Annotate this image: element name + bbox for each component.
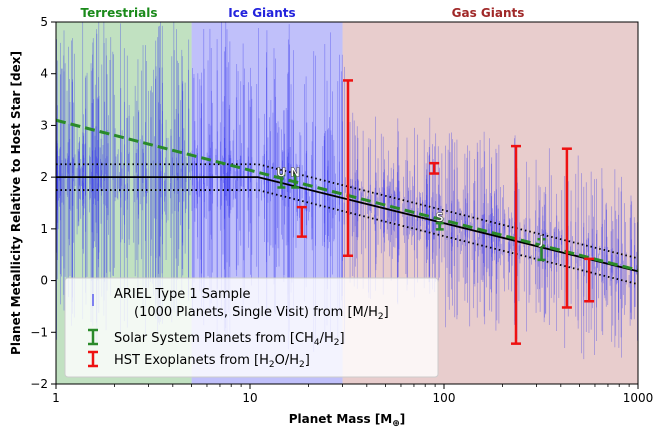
y-axis-label: Planet Metallicity Relative to Host Star… (9, 51, 23, 355)
legend-ariel-line1: ARIEL Type 1 Sample (114, 287, 251, 302)
legend-solar-mid: /H (320, 331, 334, 346)
solar-point-j-label: J (538, 234, 543, 248)
x-axis-label-unit: ⊕ (392, 419, 400, 429)
legend-hst-sub1: 2 (269, 360, 275, 370)
y-tick-label: −1 (30, 325, 48, 339)
x-axis-ticks: 1 10 100 1000 (52, 384, 653, 405)
legend-solar-close: ] (339, 331, 344, 346)
x-tick-label: 1000 (623, 391, 654, 405)
y-tick-label: 0 (40, 274, 48, 288)
y-axis-ticks: −2 −1 0 1 2 3 4 5 (30, 15, 56, 391)
legend-hst-mid: O/H (275, 353, 299, 368)
legend-ariel-close: ] (384, 305, 389, 320)
legend-solar-sub2: 2 (334, 338, 340, 348)
legend-solar-sub1: 4 (314, 338, 320, 348)
solar-point-n-label: N (290, 165, 300, 179)
legend: ARIEL Type 1 Sample (1000 Planets, Singl… (64, 277, 439, 378)
y-tick-label: 2 (40, 170, 48, 184)
x-tick-label: 10 (242, 391, 257, 405)
solar-system-points: U N S J (276, 165, 546, 262)
mass-regions (56, 22, 638, 384)
legend-marker-hst (88, 350, 98, 368)
legend-box (64, 277, 439, 378)
x-axis-label-close: ] (400, 412, 405, 426)
region-label-gas-giants: Gas Giants (452, 6, 525, 20)
x-axis-label: Planet Mass [M⊕] (289, 412, 406, 429)
solar-point-s-label: S (435, 210, 444, 224)
x-tick-label: 100 (433, 391, 456, 405)
plot-frame (55, 21, 639, 385)
legend-hst: HST Exoplanets from [H2O/H2] (114, 353, 310, 370)
legend-hst-text: HST Exoplanets from [H (114, 353, 269, 368)
solar-point-u-label: U (276, 165, 286, 179)
legend-solar: Solar System Planets from [CH4/H2] (114, 331, 345, 348)
ariel-sample-errorbars (55, 22, 638, 360)
legend-ariel-line2: (1000 Planets, Single Visit) from [M/H2] (134, 305, 389, 322)
y-tick-label: 3 (40, 118, 48, 132)
trend-mass-metallicity-model (56, 176, 639, 273)
x-axis-label-text: Planet Mass [M (289, 412, 393, 426)
y-tick-label: 5 (40, 15, 48, 29)
legend-ariel-sub: 2 (378, 312, 384, 322)
y-tick-label: −2 (30, 377, 48, 391)
legend-ariel-line2-text: (1000 Planets, Single Visit) from [M/H (134, 305, 378, 320)
legend-solar-text: Solar System Planets from [CH (114, 331, 314, 346)
legend-hst-close: ] (305, 353, 310, 368)
region-label-terrestrials: Terrestrials (81, 6, 158, 20)
region-label-ice-giants: Ice Giants (228, 6, 295, 20)
y-tick-label: 4 (40, 67, 48, 81)
x-tick-label: 1 (52, 391, 60, 405)
legend-marker-solar (88, 328, 98, 346)
y-tick-label: 1 (40, 222, 48, 236)
hst-exoplanet-errorbars (296, 79, 595, 345)
legend-hst-sub2: 2 (299, 360, 305, 370)
